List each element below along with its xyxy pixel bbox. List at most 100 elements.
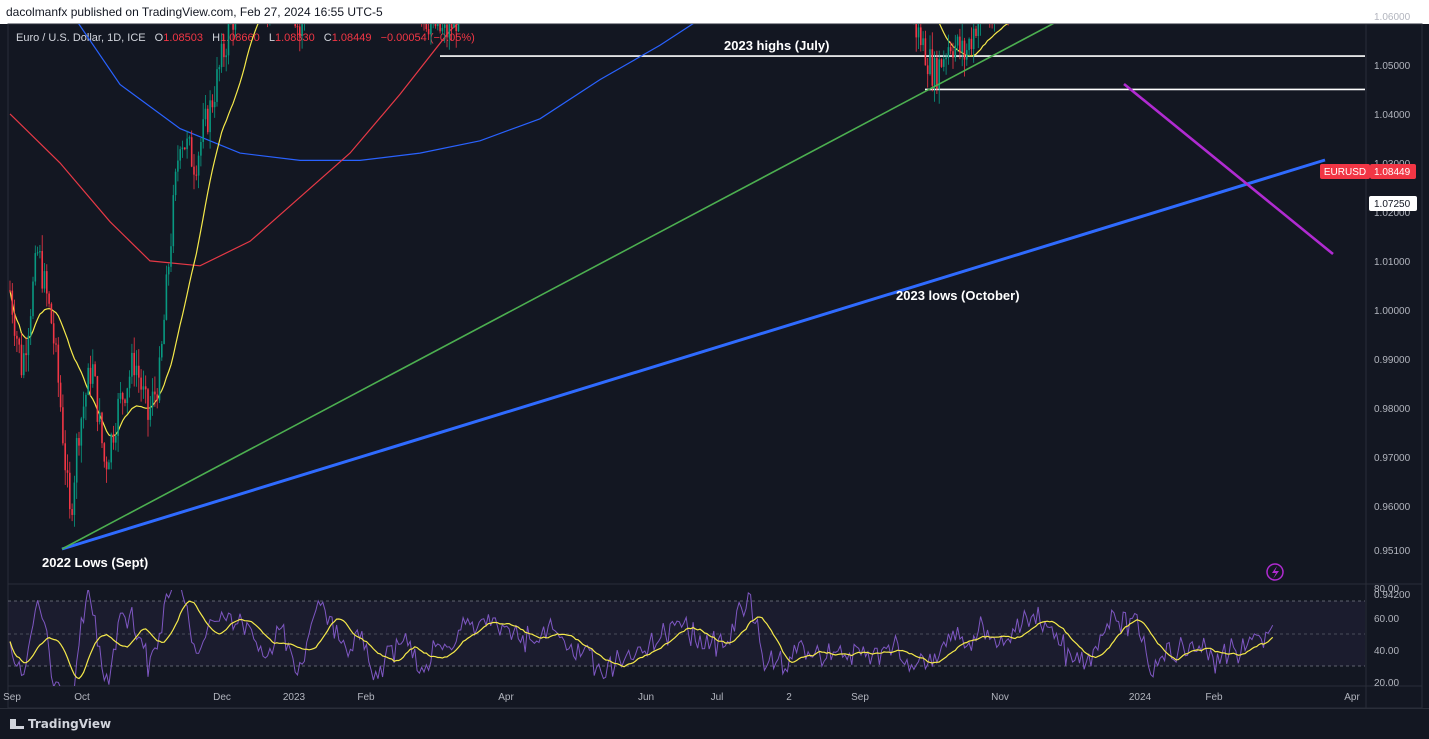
candle-body xyxy=(167,266,170,275)
candle-body xyxy=(36,252,39,254)
candle-body xyxy=(25,353,27,356)
candle-body xyxy=(267,0,269,13)
candle-body xyxy=(455,24,457,31)
candle-body xyxy=(110,434,112,463)
candle-body xyxy=(296,26,299,28)
time-tick-13: Apr xyxy=(1344,692,1360,703)
price-axis[interactable]: 1.140001.120001.110001.100001.090001.080… xyxy=(1374,0,1411,601)
lightning-icon[interactable] xyxy=(1266,563,1284,581)
candle-body xyxy=(82,406,85,419)
time-tick-10: Nov xyxy=(991,692,1009,703)
candle-body xyxy=(39,251,41,253)
candle-body xyxy=(220,43,223,68)
candle-body xyxy=(11,290,14,315)
candle-body xyxy=(57,344,60,383)
change-value: −0.00054 (−0.05%) xyxy=(381,32,475,44)
rsi-tick-1: 60.00 xyxy=(1374,614,1399,625)
candle-body xyxy=(41,251,43,289)
candle-body xyxy=(207,108,209,133)
candle-body xyxy=(128,376,131,389)
candle-body xyxy=(917,27,920,38)
candle-body xyxy=(232,24,234,30)
main-pane xyxy=(9,0,1365,551)
candle-body xyxy=(230,19,232,23)
candle-body xyxy=(966,50,968,60)
candle-body xyxy=(234,24,237,30)
candle-body xyxy=(52,323,55,344)
candle-body xyxy=(260,1,262,5)
candle-body xyxy=(994,2,996,22)
uptrend-line-green xyxy=(61,24,1055,550)
candle-body xyxy=(998,9,1000,14)
candle-body xyxy=(202,119,204,142)
moving-average-50 xyxy=(9,24,1009,437)
time-axis[interactable]: Sep Oct Dec 2023 Feb Apr Jun Jul 2 Sep Nov 2024 Feb A… xyxy=(3,692,1360,703)
candle-body xyxy=(80,418,83,446)
candle-body xyxy=(170,246,172,267)
candle-body xyxy=(416,0,418,6)
candle-body xyxy=(922,38,924,46)
candle-body xyxy=(262,6,264,7)
candle-body xyxy=(27,335,30,356)
low-value: 1.08330 xyxy=(275,32,315,44)
candle-body xyxy=(437,24,439,27)
candle-body xyxy=(34,253,37,282)
candle-body xyxy=(940,59,943,67)
candle-body xyxy=(949,47,952,52)
candle-body xyxy=(227,24,230,56)
candle-body xyxy=(961,40,963,53)
moving-average-100 xyxy=(9,24,459,267)
candle-body xyxy=(138,365,140,378)
candle-body xyxy=(89,367,92,384)
close-value: 1.08449 xyxy=(332,32,372,44)
candle-body xyxy=(188,137,191,139)
time-tick-2: Dec xyxy=(213,692,231,703)
candle-body xyxy=(149,407,152,420)
candle-body xyxy=(425,24,428,30)
candle-body xyxy=(982,1,984,8)
candle-body xyxy=(161,343,163,358)
open-label: O xyxy=(155,32,164,44)
price-tick-19: 0.94200 xyxy=(1374,590,1411,601)
candle-body xyxy=(913,17,915,18)
candle-body xyxy=(69,472,71,510)
candle-body xyxy=(48,293,50,304)
time-tick-9: Sep xyxy=(851,692,869,703)
candle-body xyxy=(135,365,138,376)
candle-body xyxy=(304,12,306,18)
rsi-moving-average xyxy=(9,600,1274,680)
price-chart[interactable]: Euro / U.S. Dollar, 1D, ICE O1.08503 H1.… xyxy=(0,0,1429,708)
rsi-line xyxy=(9,590,1274,686)
trend-lines xyxy=(61,24,1334,551)
candle-body xyxy=(85,394,87,407)
candle-body xyxy=(306,6,308,11)
candle-body xyxy=(78,438,80,446)
candle-body xyxy=(991,22,993,23)
candle-body xyxy=(996,2,998,14)
candle-body xyxy=(186,138,188,150)
price-tick-17: 0.96000 xyxy=(1374,502,1411,513)
candle-body xyxy=(909,0,911,17)
candle-body xyxy=(43,271,46,289)
candle-body xyxy=(147,389,149,420)
candle-body xyxy=(419,6,421,9)
candle-body xyxy=(13,314,16,336)
time-tick-6: Jun xyxy=(638,692,654,703)
price-tick-12: 1.01000 xyxy=(1374,257,1411,268)
candle-body xyxy=(193,166,195,175)
candle-body xyxy=(73,482,76,515)
candle-body xyxy=(911,17,913,18)
annotation-2023-lows: 2023 lows (October) xyxy=(896,288,1020,303)
price-tick-11: 1.02000 xyxy=(1374,208,1411,219)
candle-body xyxy=(915,24,917,38)
open-value: 1.08503 xyxy=(163,32,203,44)
footer-bar: TradingView xyxy=(0,708,1429,739)
candle-body xyxy=(218,67,221,70)
candle-body xyxy=(16,335,18,339)
candle-body xyxy=(216,69,218,102)
tradingview-logo[interactable]: TradingView xyxy=(10,717,111,731)
candle-body xyxy=(984,8,986,18)
candle-body xyxy=(947,47,950,58)
candle-body xyxy=(936,57,938,89)
candle-body xyxy=(213,101,216,108)
